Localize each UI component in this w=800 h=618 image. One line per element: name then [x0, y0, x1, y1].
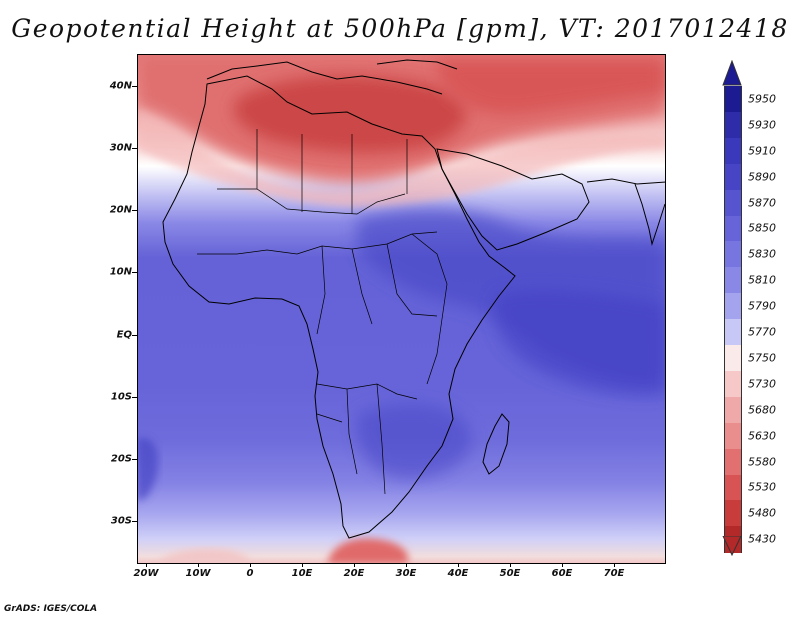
lon-tick	[406, 563, 407, 567]
colorbar-label: 5950	[748, 92, 776, 106]
country-borders	[197, 129, 448, 495]
colorbar-label: 5430	[748, 532, 776, 546]
colorbar-label: 5580	[748, 455, 776, 469]
lat-tick	[132, 86, 137, 87]
colorbar-cell	[724, 319, 742, 346]
border-southern-africa	[316, 383, 418, 495]
colorbar-cell	[724, 370, 742, 398]
lon-label-60e: 60E	[551, 568, 573, 579]
arabian-peninsula	[436, 148, 590, 251]
blue-core-west	[137, 438, 159, 501]
colorbar-top-arrow	[722, 60, 742, 86]
lon-label-20w: 20W	[133, 568, 159, 579]
africa-coastline	[162, 75, 516, 539]
lat-tick	[132, 397, 137, 398]
lon-label-0: 0	[246, 568, 254, 579]
lat-label-30s: 30S	[110, 515, 132, 527]
lon-label-10e: 10E	[291, 568, 313, 579]
colorbar-cell	[724, 215, 742, 242]
colorbar-label: 5790	[748, 299, 776, 313]
colorbar-cell	[724, 396, 742, 424]
red-core	[233, 75, 467, 154]
lon-label-70e: 70E	[603, 568, 625, 579]
red-core-east	[437, 59, 666, 115]
colorbar-cell	[724, 163, 742, 191]
colorbar-label: 5850	[748, 221, 776, 235]
southern-europe-coast	[206, 61, 443, 95]
colorbar-label: 5630	[748, 429, 776, 443]
lat-label-10n: 10N	[109, 266, 132, 278]
colorbar-label: 5830	[748, 247, 776, 261]
lon-tick	[354, 563, 355, 567]
lon-tick	[250, 563, 251, 567]
lon-tick	[146, 563, 147, 567]
lon-tick	[302, 563, 303, 567]
lon-label-20e: 20E	[343, 568, 365, 579]
lon-label-40e: 40E	[447, 568, 469, 579]
black-sea-coast	[376, 59, 458, 70]
colorbar-bottom-arrow	[722, 536, 742, 556]
lat-label-20s: 20S	[110, 453, 132, 465]
coastlines	[162, 59, 666, 539]
lon-tick	[614, 563, 615, 567]
border-north-africa	[217, 129, 408, 215]
colorbar-label: 5730	[748, 377, 776, 391]
colorbar-cell	[724, 241, 742, 268]
madagascar	[482, 413, 510, 475]
colorbar-cell	[724, 86, 742, 113]
lon-tick	[510, 563, 511, 567]
colorbar-cell	[724, 500, 742, 527]
lat-tick	[132, 521, 137, 522]
colorbar-cell	[724, 267, 742, 294]
colorbar-cell	[724, 345, 742, 372]
lat-label-20n: 20N	[109, 204, 132, 216]
colorbar-cell	[724, 189, 742, 216]
lat-label-40n: 40N	[109, 80, 132, 92]
lon-label-30e: 30E	[395, 568, 417, 579]
lon-label-50e: 50E	[499, 568, 521, 579]
colorbar-label: 5480	[748, 506, 776, 520]
lat-tick	[132, 148, 137, 149]
colorbar-cell	[724, 111, 742, 139]
lat-label-30n: 30N	[109, 142, 132, 154]
border-central-africa	[316, 243, 438, 335]
pink-south-west	[157, 548, 250, 564]
colorbar-cell	[724, 422, 742, 450]
colorbar-cell	[724, 474, 742, 501]
colorbar-label: 5530	[748, 480, 776, 494]
lat-tick	[132, 272, 137, 273]
lon-tick	[198, 563, 199, 567]
lon-tick	[458, 563, 459, 567]
colorbar-label: 5750	[748, 351, 776, 365]
blue-core-indian-ocean	[494, 289, 666, 396]
lon-label-10w: 10W	[185, 568, 211, 579]
lat-tick	[132, 210, 137, 211]
iran-coast	[586, 178, 666, 185]
colorbar-cell	[724, 448, 742, 475]
lat-tick	[132, 335, 137, 336]
lat-label-eq: EQ	[116, 329, 132, 341]
map-title: Geopotential Height at 500hPa [gpm], VT:…	[11, 14, 789, 43]
colorbar-label: 5810	[748, 273, 776, 287]
lon-tick	[562, 563, 563, 567]
lat-tick	[132, 459, 137, 460]
colorbar-label: 5770	[748, 325, 776, 339]
colorbar-label: 5680	[748, 403, 776, 417]
colorbar-label: 5870	[748, 196, 776, 210]
pink-south-center	[327, 538, 409, 564]
colorbar-cell	[724, 293, 742, 320]
colorbar-label: 5890	[748, 170, 776, 184]
colorbar-label: 5930	[748, 118, 776, 132]
blue-core-southern-africa	[356, 403, 472, 480]
india-coast	[634, 183, 666, 246]
colorbar-cell	[724, 137, 742, 165]
grads-credit: GrADS: IGES/COLA	[4, 604, 98, 614]
pink-transition	[137, 109, 666, 208]
lat-label-10s: 10S	[110, 391, 132, 403]
geopotential-height-map	[137, 54, 666, 564]
colorbar-label: 5910	[748, 144, 776, 158]
border-east-africa	[411, 233, 448, 385]
